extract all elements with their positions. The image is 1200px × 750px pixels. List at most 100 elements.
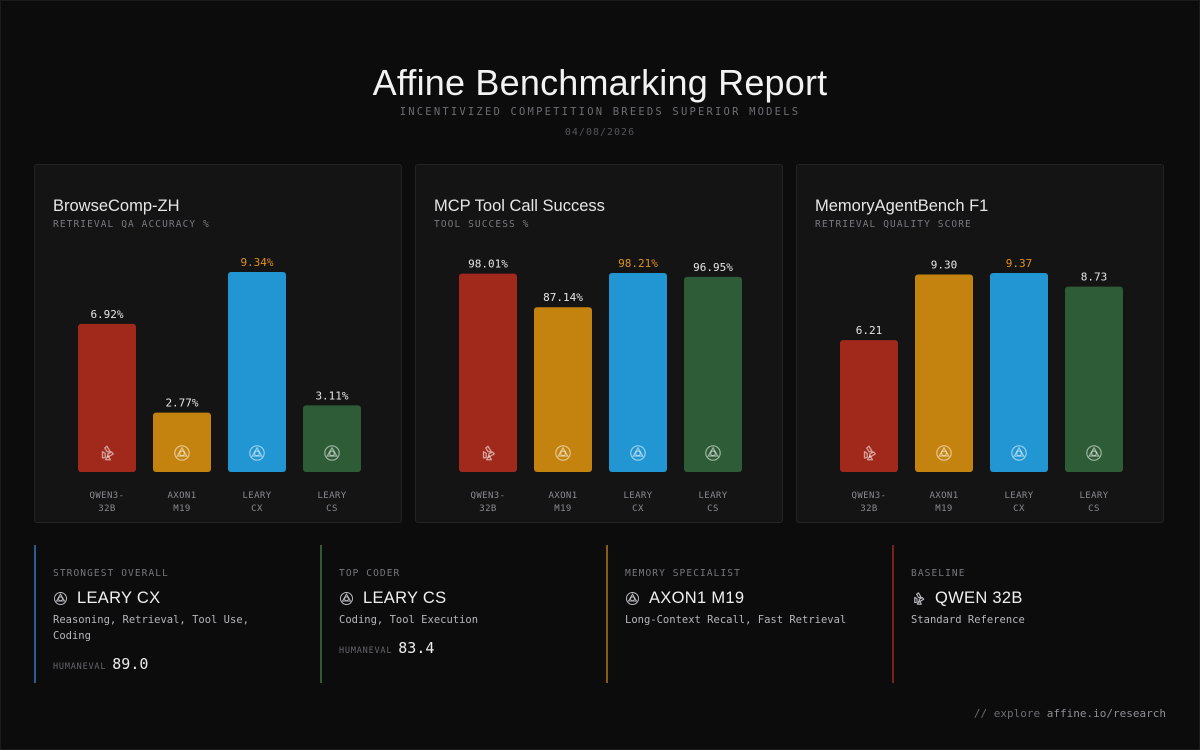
category-label: CS: [707, 504, 719, 514]
chart-title: MemoryAgentBench F1: [815, 197, 989, 215]
chart-panel-mcp: MCP Tool Call Success TOOL SUCCESS % 98.…: [415, 164, 783, 523]
footer-prefix: // explore: [973, 707, 1041, 720]
value-label: 9.30: [931, 258, 958, 271]
affine-logo-icon: [249, 445, 265, 461]
bar-leary-cx: [990, 273, 1048, 472]
metric-name: HUMANEVAL: [339, 646, 393, 656]
affine-logo-icon: [174, 445, 190, 461]
affine-logo-icon: [705, 445, 721, 461]
summary-card-top-coder: TOP CODER LEARY CS Coding, Tool Executio…: [320, 545, 590, 683]
bar-chart: 6.21 QWEN3- 32B 9.30 AXON1 M19 9.37 LEARY CX 8…: [840, 257, 1123, 514]
footer-link[interactable]: affine.io/research: [1046, 707, 1166, 720]
category-label: 32B: [860, 504, 877, 514]
bar-axon1-m19: [153, 412, 211, 472]
category-label: LEARY: [698, 491, 727, 501]
summary-card-strongest-overall: STRONGEST OVERALL LEARY CX Reasoning, Re…: [34, 545, 304, 683]
category-label: 32B: [98, 504, 115, 514]
value-label: 9.34%: [240, 256, 273, 269]
summary-card-baseline: BASELINE QWEN 32B Standard Reference: [892, 545, 1162, 683]
affine-logo-icon: [625, 591, 640, 606]
bar-leary-cx: [609, 273, 667, 472]
category-label: QWEN3-: [471, 491, 506, 501]
value-label: 96.95%: [693, 261, 733, 274]
category-label: QWEN3-: [90, 491, 125, 501]
affine-logo-icon: [53, 591, 68, 606]
bar-qwen3-32b: [459, 273, 517, 472]
category-label: QWEN3-: [852, 491, 887, 501]
value-label: 87.14%: [543, 291, 583, 304]
card-label: MEMORY SPECIALIST: [625, 568, 741, 579]
affine-logo-icon: [555, 445, 571, 461]
card-label: TOP CODER: [339, 568, 401, 579]
affine-logo-icon: [339, 591, 354, 606]
card-model-name: LEARY CS: [363, 589, 447, 607]
value-label: 8.73: [1081, 271, 1108, 284]
bar-axon1-m19: [915, 274, 973, 472]
category-label: CS: [326, 504, 338, 514]
bar-leary-cx: [228, 272, 286, 472]
card-description: Coding, Tool Execution: [339, 614, 479, 626]
category-label: AXON1: [548, 491, 577, 501]
card-metric: HUMANEVAL 83.4: [339, 639, 434, 657]
category-label: LEARY: [623, 491, 652, 501]
category-label: LEARY: [1004, 491, 1033, 501]
card-description: Reasoning, Retrieval, Tool Use, Coding: [53, 614, 249, 642]
bar-qwen3-32b: [78, 323, 136, 472]
chart-subtitle: RETRIEVAL QA ACCURACY %: [53, 219, 210, 230]
chart-subtitle: RETRIEVAL QUALITY SCORE: [815, 219, 972, 230]
card-label: STRONGEST OVERALL: [53, 568, 169, 579]
qwen-logo-icon: [101, 445, 114, 461]
metric-value: 83.4: [398, 639, 435, 657]
category-label: AXON1: [929, 491, 958, 501]
value-label: 2.77%: [165, 397, 198, 410]
qwen-logo-icon: [863, 445, 876, 461]
card-model-name: QWEN 32B: [935, 589, 1023, 607]
affine-logo-icon: [630, 445, 646, 461]
value-label: 6.92%: [90, 308, 123, 321]
chart-title: MCP Tool Call Success: [434, 197, 605, 215]
card-metric: HUMANEVAL 89.0: [53, 655, 148, 673]
category-label: 32B: [479, 504, 496, 514]
bar-chart: 6.92% QWEN3- 32B 2.77% AXON1 M19 9.34% LEARY…: [78, 256, 361, 514]
affine-logo-icon: [1086, 445, 1102, 461]
card-description: Long-Context Recall, Fast Retrieval: [625, 614, 847, 626]
value-label: 9.37: [1006, 257, 1033, 270]
category-label: LEARY: [1079, 491, 1108, 501]
category-label: M19: [554, 504, 571, 514]
category-label: CX: [251, 504, 263, 514]
affine-logo-icon: [324, 445, 340, 461]
chart-panel-memoryagent: MemoryAgentBench F1 RETRIEVAL QUALITY SC…: [796, 164, 1164, 523]
page-title: Affine Benchmarking Report: [372, 62, 828, 103]
card-label: BASELINE: [911, 568, 966, 579]
bar-leary-cs: [1065, 286, 1123, 472]
value-label: 98.21%: [618, 257, 658, 270]
report-date: 04/08/2026: [564, 127, 636, 138]
category-label: CX: [632, 504, 644, 514]
value-label: 98.01%: [468, 258, 508, 271]
category-label: LEARY: [317, 491, 346, 501]
bar-chart: 98.01% QWEN3- 32B 87.14% AXON1 M19 98.21% LE…: [459, 257, 742, 514]
category-label: M19: [935, 504, 952, 514]
category-label: CS: [1088, 504, 1100, 514]
category-label: M19: [173, 504, 190, 514]
metric-value: 89.0: [112, 655, 149, 673]
bar-qwen3-32b: [840, 340, 898, 472]
bar-axon1-m19: [534, 307, 592, 472]
card-model-name: AXON1 M19: [649, 589, 745, 607]
category-label: CX: [1013, 504, 1025, 514]
bar-leary-cs: [684, 276, 742, 472]
category-label: AXON1: [167, 491, 196, 501]
qwen-logo-icon: [482, 445, 495, 461]
chart-panel-browsecomp: BrowseComp-ZH RETRIEVAL QA ACCURACY % 6.…: [34, 164, 402, 523]
chart-subtitle: TOOL SUCCESS %: [434, 219, 530, 230]
chart-title: BrowseComp-ZH: [53, 197, 180, 215]
affine-logo-icon: [1011, 445, 1027, 461]
card-description: Standard Reference: [911, 614, 1025, 626]
category-label: LEARY: [242, 491, 271, 501]
summary-card-memory-specialist: MEMORY SPECIALIST AXON1 M19 Long-Context…: [606, 545, 876, 683]
footer: // explore affine.io/research: [974, 707, 1166, 720]
page-subtitle: INCENTIVIZED COMPETITION BREEDS SUPERIOR…: [399, 106, 801, 118]
metric-name: HUMANEVAL: [53, 662, 107, 672]
qwen-logo-icon: [911, 591, 926, 606]
bar-leary-cs: [303, 405, 361, 472]
